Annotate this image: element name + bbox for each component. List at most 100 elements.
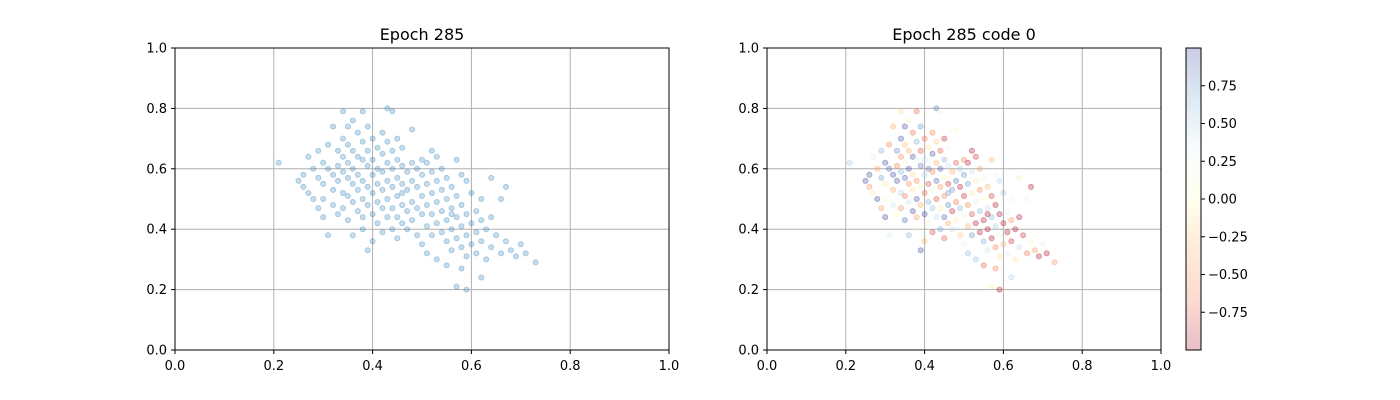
scatter-point xyxy=(330,171,337,178)
scatter-point xyxy=(497,250,504,257)
scatter-point xyxy=(925,165,932,172)
scatter-point xyxy=(909,153,916,160)
scatter-point xyxy=(418,192,425,199)
scatter-point xyxy=(409,217,416,224)
scatter-point xyxy=(957,205,964,212)
scatter-point xyxy=(359,226,366,233)
scatter-point xyxy=(349,117,356,124)
scatter-point xyxy=(929,229,936,236)
scatter-point xyxy=(961,156,968,163)
scatter-point xyxy=(305,153,312,160)
scatter-point xyxy=(339,205,346,212)
scatter-point xyxy=(917,147,924,154)
scatter-point xyxy=(315,174,322,181)
scatter-point xyxy=(945,201,952,208)
scatter-point xyxy=(448,226,455,233)
scatter-point xyxy=(972,198,979,205)
scatter-point xyxy=(901,217,908,224)
scatter-point xyxy=(964,159,971,166)
scatter-point xyxy=(433,220,440,227)
scatter-point xyxy=(929,150,936,157)
scatter-point xyxy=(448,205,455,212)
scatter-point xyxy=(453,214,460,221)
scatter-point xyxy=(894,147,901,154)
scatter-points-right xyxy=(846,105,1058,293)
scatter-point xyxy=(458,223,465,230)
scatter-point xyxy=(428,168,435,175)
scatter-point xyxy=(315,147,322,154)
scatter-point xyxy=(404,186,411,193)
scatter-point xyxy=(866,183,873,190)
scatter-point xyxy=(344,159,351,166)
scatter-point xyxy=(389,147,396,154)
scatter-point xyxy=(898,189,905,196)
scatter-point xyxy=(428,189,435,196)
scatter-point xyxy=(949,226,956,233)
scatter-point xyxy=(972,153,979,160)
scatter-point xyxy=(996,253,1003,260)
scatter-points-left xyxy=(275,105,539,293)
plot-frame-left xyxy=(174,47,670,351)
scatter-point xyxy=(980,217,987,224)
scatter-point xyxy=(1000,241,1007,248)
scatter-point xyxy=(870,189,877,196)
scatter-point xyxy=(418,156,425,163)
scatter-point xyxy=(517,241,524,248)
scatter-point xyxy=(453,192,460,199)
scatter-point xyxy=(384,159,391,166)
scatter-point xyxy=(945,189,952,196)
scatter-point xyxy=(929,205,936,212)
scatter-point xyxy=(275,159,282,166)
scatter-point xyxy=(305,189,312,196)
scatter-point xyxy=(937,165,944,172)
scatter-point xyxy=(468,241,475,248)
scatter-point xyxy=(909,129,916,136)
scatter-point xyxy=(394,156,401,163)
scatter-point xyxy=(414,183,421,190)
scatter-point xyxy=(866,171,873,178)
scatter-point xyxy=(878,205,885,212)
scatter-point xyxy=(428,147,435,154)
scatter-point xyxy=(512,253,519,260)
x-tick-label: 0.6 xyxy=(993,359,1014,374)
scatter-point xyxy=(310,195,317,202)
scatter-point xyxy=(409,177,416,184)
scatter-point xyxy=(344,123,351,130)
scatter-point xyxy=(354,129,361,136)
scatter-point xyxy=(917,183,924,190)
scatter-point xyxy=(443,195,450,202)
scatter-point xyxy=(890,186,897,193)
scatter-point xyxy=(886,232,893,239)
scatter-point xyxy=(913,226,920,233)
scatter-point xyxy=(886,141,893,148)
scatter-point xyxy=(339,108,346,115)
tick-labels-right: 0.0 0.2 0.4 0.6 0.8 1.0 0.0 0.2 0.4 0.6 0.8 1.0 xyxy=(738,42,1171,375)
scatter-point xyxy=(463,177,470,184)
scatter-point xyxy=(384,214,391,221)
scatter-point xyxy=(901,192,908,199)
scatter-point xyxy=(941,156,948,163)
scatter-point xyxy=(389,108,396,115)
scatter-point xyxy=(894,211,901,218)
scatter-point xyxy=(1000,220,1007,227)
scatter-point xyxy=(1008,274,1015,281)
scatter-point xyxy=(339,135,346,142)
scatter-point xyxy=(988,156,995,163)
scatter-point xyxy=(418,241,425,248)
scatter-point xyxy=(399,220,406,227)
scatter-point xyxy=(1024,195,1031,202)
scatter-point xyxy=(458,265,465,272)
scatter-point xyxy=(463,211,470,218)
scatter-point xyxy=(913,108,920,115)
scatter-point xyxy=(438,208,445,215)
y-tick-label: 0.2 xyxy=(146,283,167,298)
scatter-point xyxy=(379,205,386,212)
scatter-point xyxy=(364,201,371,208)
scatter-point xyxy=(945,144,952,151)
scatter-point xyxy=(359,177,366,184)
scatter-point xyxy=(878,174,885,181)
y-tick-label: 0.2 xyxy=(738,283,759,298)
scatter-point xyxy=(937,183,944,190)
scatter-point xyxy=(976,165,983,172)
